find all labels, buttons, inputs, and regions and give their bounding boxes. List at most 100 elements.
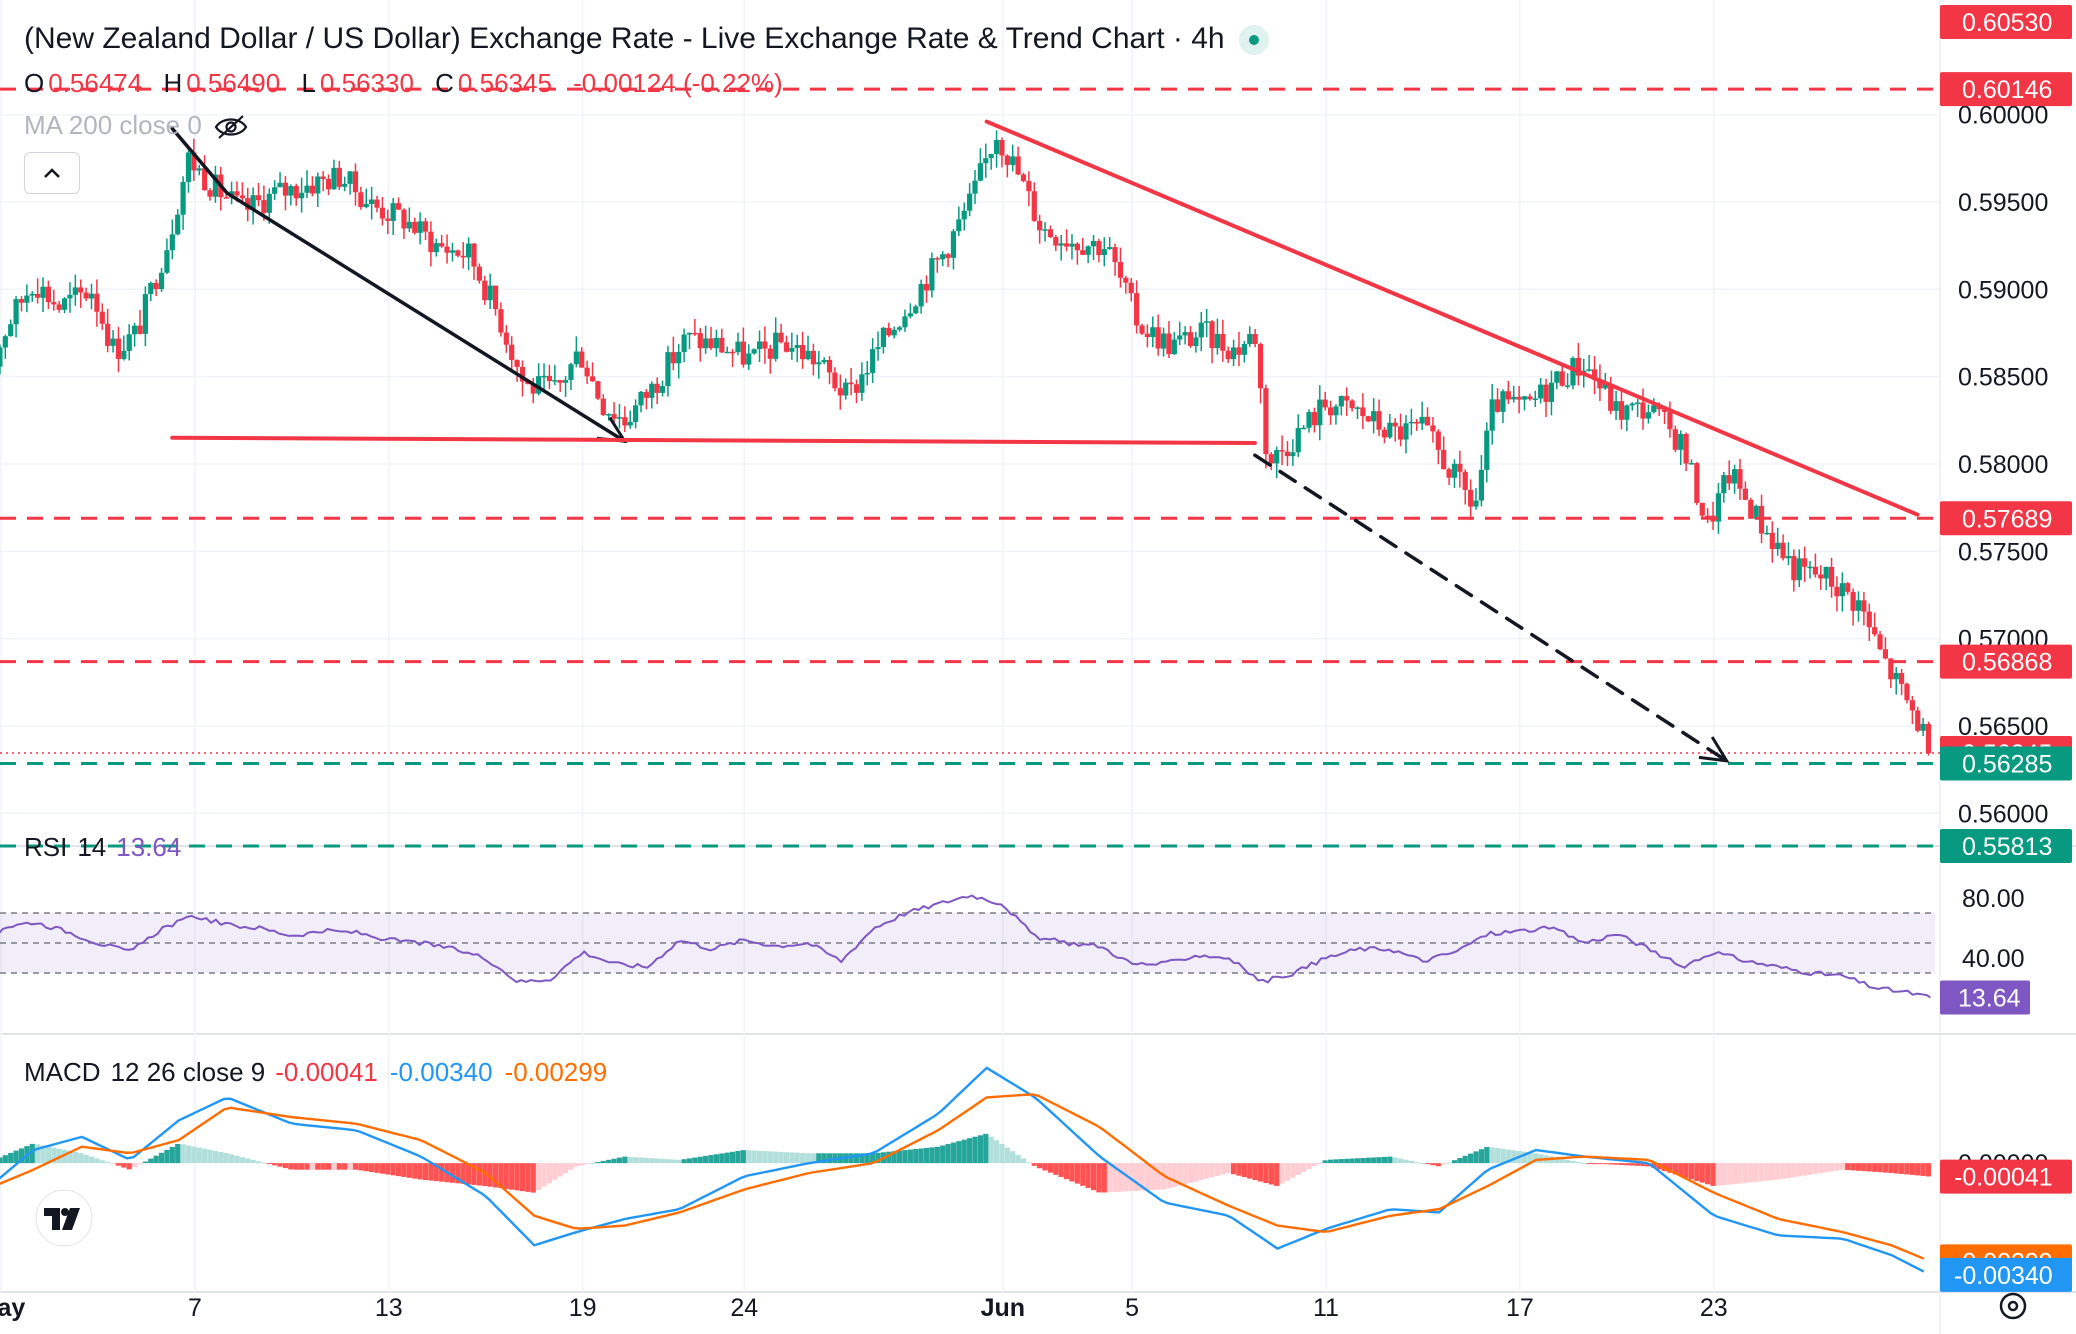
candle [325,174,332,196]
macd-histogram-bar [1775,1163,1781,1180]
candle-body [1134,293,1140,326]
macd-histogram-bar [239,1157,245,1164]
candle-body [1564,385,1571,387]
candle-body [40,286,46,298]
macd-histogram-bar [1559,1158,1565,1164]
macd-histogram-bar [1834,1163,1840,1171]
candle-body [1414,421,1420,424]
macd-histogram-bar [1699,1163,1705,1183]
eye-crossed-icon[interactable] [213,113,249,141]
macd-histogram-bar [1732,1163,1738,1185]
macd-histogram-bar [1586,1163,1592,1165]
candle [568,362,574,391]
candle [56,301,62,313]
candle [1004,154,1010,178]
macd-histogram-bar [309,1163,315,1170]
macd-histogram-bar [934,1146,940,1164]
candle-body [719,337,725,353]
candle-body [153,283,159,290]
macd-histogram-bar [293,1163,299,1170]
macd-histogram-bar [1171,1163,1177,1187]
gear-icon[interactable] [1999,1292,2027,1320]
low-value: 0.56330 [319,68,414,98]
candle [826,356,833,385]
macd-histogram-bar [1042,1163,1048,1171]
price-tick-label: 0.56000 [1958,800,2048,828]
macd-histogram-bar [1451,1160,1458,1164]
candle-body [1872,627,1878,635]
macd-histogram-bar [940,1145,946,1164]
candle [1828,557,1835,598]
macd-histogram-bar [1462,1155,1468,1164]
macd-histogram-bar [1791,1163,1797,1178]
candle-body [1311,412,1318,426]
macd-value-tag-label: -0.00340 [1954,1262,2053,1290]
candle [1839,572,1845,612]
candle [1419,401,1425,431]
candle-body [1780,542,1786,559]
candle [934,256,940,273]
candle [61,297,68,314]
candle [1069,234,1075,260]
candle-body [110,338,116,346]
candle [584,360,590,384]
macd-histogram-bar [1408,1160,1414,1164]
macd-histogram-bar [1737,1163,1743,1184]
chevron-up-icon [44,168,60,178]
macd-histogram-bar [1855,1163,1862,1171]
trendline-2 [170,435,1257,445]
candle-body [175,214,181,235]
candle-body [870,349,876,373]
macd-histogram-bar [1301,1163,1307,1172]
candle [805,335,811,361]
candle [1306,409,1312,433]
candle [837,374,843,410]
candle-body [35,293,41,298]
candle [1597,364,1603,402]
macd-histogram-bar [1123,1163,1129,1192]
ma-legend[interactable]: MA 200 close 0 [24,110,249,141]
collapse-legend-button[interactable] [24,152,80,194]
candle-body [1721,475,1727,494]
macd-histogram-bar [1306,1163,1312,1170]
candle-body [945,254,951,258]
candle [293,183,299,206]
price-tag [1940,501,2072,536]
macd-histogram-bar [1015,1154,1021,1164]
macd-histogram-bar [509,1163,515,1190]
macd-histogram-bar [1177,1163,1183,1186]
candle-body [1160,333,1167,349]
candle-body [1128,282,1134,294]
macd-histogram-bar [336,1163,342,1170]
candle [185,146,192,193]
candle [342,176,348,192]
candle-body [729,351,736,354]
candle-body [584,367,590,377]
candle-body [83,292,89,299]
macd-histogram-bar [1893,1163,1899,1174]
candle [255,182,262,207]
candle-body [848,382,854,385]
price-tag-label: 0.60530 [1962,9,2052,37]
candle [35,278,41,304]
candle-body [1085,246,1091,255]
macd-histogram-bar [503,1163,509,1189]
candle [945,253,951,268]
candle-body [1457,463,1463,472]
macd-histogram-bar [681,1159,687,1164]
candle [1387,413,1393,439]
macd-histogram-bar [1473,1151,1479,1164]
time-tick-label: 13 [375,1294,403,1322]
candle [137,310,143,335]
candle-body [1279,450,1285,452]
candle [1349,399,1355,412]
candle-body [1430,425,1436,432]
candle [1925,721,1932,756]
candle-body [692,332,698,335]
macd-histogram-bar [536,1163,542,1190]
candle-body [309,185,315,194]
candle-body [756,341,763,350]
candle-body [8,324,14,337]
candle [331,159,337,190]
